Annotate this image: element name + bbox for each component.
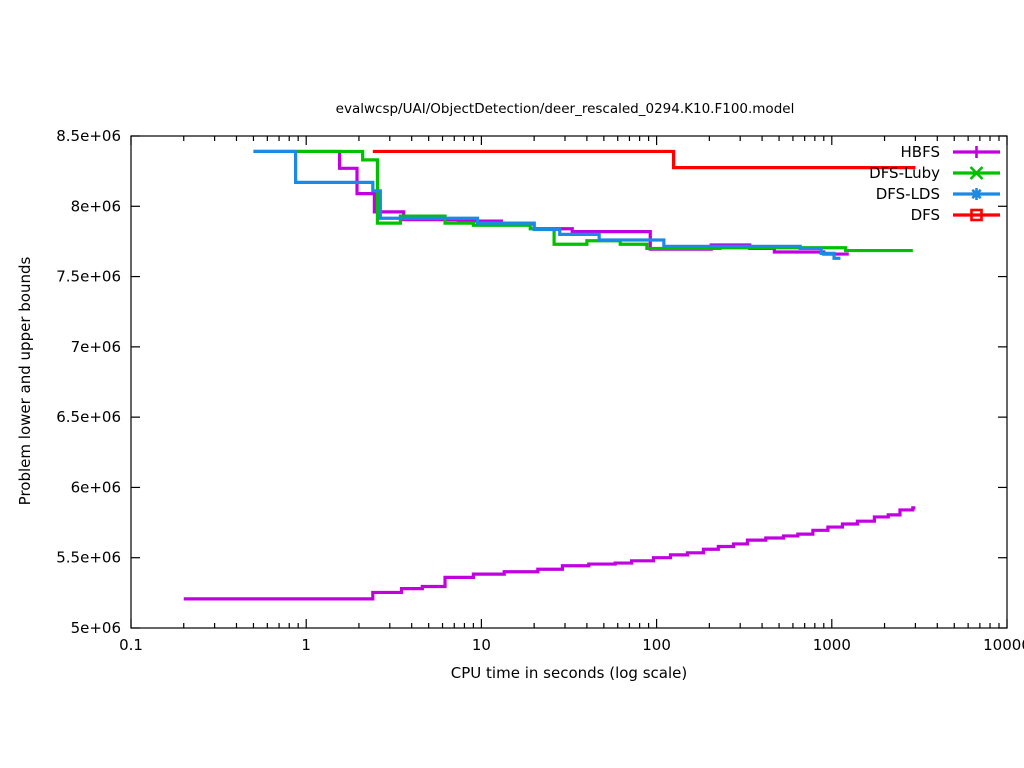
y-tick-label: 6e+06	[71, 478, 121, 496]
legend-marker-cross-icon	[969, 166, 984, 180]
legend-label-hbfs: HBFS	[901, 143, 940, 161]
legend-marker-square-icon	[970, 208, 983, 222]
x-axis-ticks: 0.1 1 10 100 1000 10000	[119, 136, 1024, 654]
series-line-dfs-lds	[253, 149, 841, 260]
x-axis-label: CPU time in seconds (log scale)	[451, 664, 687, 682]
y-tick-label: 8.5e+06	[56, 127, 121, 145]
y-axis-label: Problem lower and upper bounds	[16, 257, 34, 506]
legend-label-dfs-lds: DFS-LDS	[876, 185, 940, 203]
chart-title-group: evalwcsp/UAI/ObjectDetection/deer_rescal…	[336, 101, 795, 117]
y-tick-label: 6.5e+06	[56, 408, 121, 426]
legend-label-dfs-luby: DFS-Luby	[869, 164, 940, 182]
x-tick-label: 100	[642, 636, 671, 654]
legend-marker-plus-icon	[970, 146, 983, 158]
y-tick-label: 7e+06	[71, 338, 121, 356]
legend-label-dfs: DFS	[911, 206, 940, 224]
legend-marker-star-icon	[970, 188, 983, 200]
x-tick-label: 10000	[983, 636, 1024, 654]
plot-frame	[130, 135, 1008, 629]
series-line-hbfs-lower	[183, 506, 916, 601]
y-axis-ticks: 5e+06 5.5e+06 6e+06 6.5e+06 7e+06 7.5e+06 8e+0…	[56, 127, 1007, 637]
x-tick-label: 10	[472, 636, 491, 654]
data-series-group	[183, 149, 916, 601]
chart-legend: HBFS DFS-Luby DFS-LDS DFS	[869, 143, 1000, 224]
plot-border	[130, 135, 1008, 629]
y-tick-label: 5e+06	[71, 619, 121, 637]
x-tick-label: 0.1	[119, 636, 143, 654]
y-tick-label: 7.5e+06	[56, 268, 121, 286]
x-tick-label: 1	[301, 636, 311, 654]
x-tick-label: 1000	[813, 636, 851, 654]
y-tick-label: 5.5e+06	[56, 549, 121, 567]
y-tick-label: 8e+06	[71, 197, 121, 215]
series-line-dfs	[372, 149, 916, 170]
chart-title: evalwcsp/UAI/ObjectDetection/deer_rescal…	[336, 101, 795, 117]
